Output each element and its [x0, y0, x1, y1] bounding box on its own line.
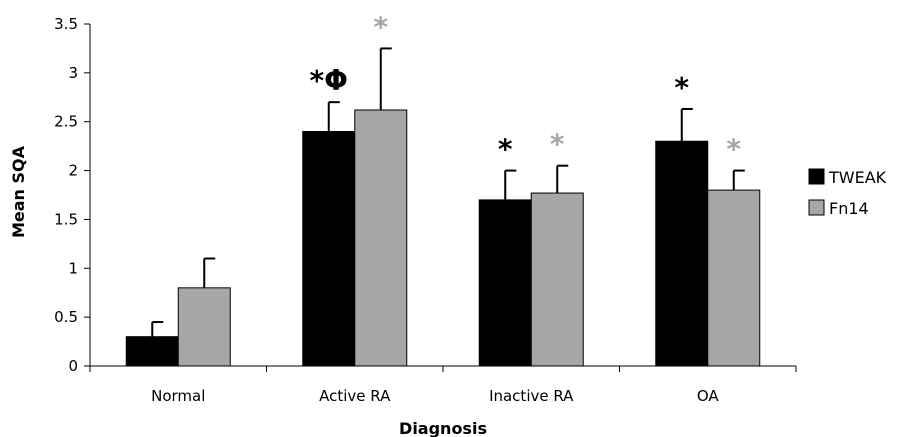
bar-fn14-2	[354, 109, 408, 367]
legend-swatch-fn14	[808, 199, 825, 216]
bar-fn14-1	[177, 287, 231, 367]
significance-marker: *	[550, 128, 565, 161]
bar-tweak-3	[478, 199, 532, 367]
y-tick-label: 0.5	[54, 308, 78, 326]
y-tick-label: 1.5	[54, 210, 78, 228]
x-category-label: Inactive RA	[489, 387, 574, 405]
x-axis-title: Diagnosis	[399, 419, 487, 437]
bar-tweak-1	[125, 336, 179, 367]
x-category-label: Normal	[151, 387, 205, 405]
significance-marker: *Φ	[310, 64, 348, 97]
significance-marker: *	[674, 71, 689, 104]
x-category-label: OA	[697, 387, 720, 405]
legend-swatch-tweak	[808, 168, 825, 185]
legend: TWEAK Fn14	[808, 168, 887, 218]
bars	[125, 109, 761, 367]
significance-markers: *Φ * * * * *	[310, 10, 742, 165]
x-category-label: Active RA	[319, 387, 391, 405]
x-axis-ticks: Normal Active RA Inactive RA OA	[89, 366, 797, 405]
y-axis-title: Mean SQA	[9, 145, 28, 238]
y-tick-label: 2	[68, 162, 78, 180]
significance-marker: *	[498, 133, 513, 166]
legend-label-tweak: TWEAK	[828, 168, 887, 187]
bar-tweak-4	[655, 140, 709, 367]
bar-tweak-2	[302, 130, 356, 367]
y-tick-label: 3	[68, 64, 78, 82]
bar-fn14-4	[707, 189, 761, 367]
legend-label-fn14: Fn14	[829, 199, 869, 218]
y-tick-label: 3.5	[54, 15, 78, 33]
y-tick-label: 0	[68, 357, 78, 375]
y-tick-label: 1	[68, 259, 78, 277]
significance-marker: *	[373, 10, 388, 43]
significance-marker: *	[726, 133, 741, 166]
bar-fn14-3	[530, 192, 584, 367]
y-axis-ticks: 0 0.5 1 1.5 2 2.5 3 3.5	[54, 15, 90, 375]
y-tick-label: 2.5	[54, 113, 78, 131]
error-bars	[151, 47, 745, 337]
